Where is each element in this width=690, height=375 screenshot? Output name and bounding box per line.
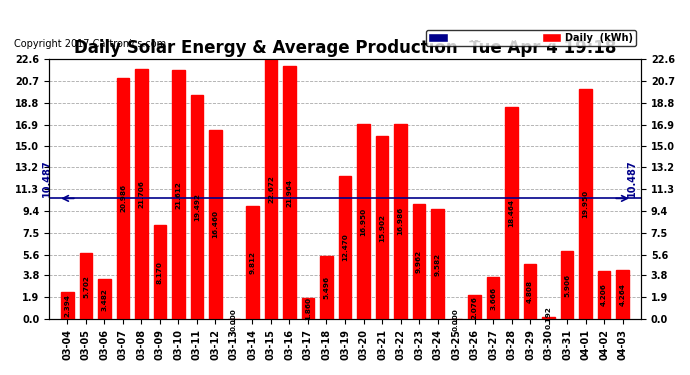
Text: 3.666: 3.666 [490, 286, 496, 310]
Text: 9.582: 9.582 [435, 252, 440, 276]
Bar [375, 136, 388, 319]
Text: 0.192: 0.192 [546, 307, 551, 330]
Bar [283, 66, 296, 319]
Bar [172, 70, 185, 319]
Text: 9.812: 9.812 [250, 251, 255, 274]
Text: 10.487: 10.487 [42, 159, 52, 196]
Text: Copyright 2017 Cartronics.com: Copyright 2017 Cartronics.com [14, 39, 166, 50]
Text: 4.264: 4.264 [620, 283, 626, 306]
Text: 12.470: 12.470 [342, 234, 348, 261]
Bar [190, 95, 204, 319]
Text: 10.487: 10.487 [627, 159, 637, 196]
Legend: Average  (kWh), Daily  (kWh): Average (kWh), Daily (kWh) [426, 30, 636, 46]
Bar [61, 292, 74, 319]
Text: 0.000: 0.000 [231, 308, 237, 330]
Bar [153, 225, 166, 319]
Bar [468, 295, 481, 319]
Title: Daily Solar Energy & Average Production  Tue Apr 4 19:18: Daily Solar Energy & Average Production … [74, 39, 616, 57]
Text: 2.076: 2.076 [471, 296, 477, 319]
Bar [542, 317, 555, 319]
Bar [98, 279, 111, 319]
Text: 16.950: 16.950 [360, 207, 366, 236]
Text: 4.206: 4.206 [601, 284, 607, 306]
Text: 21.612: 21.612 [175, 181, 181, 209]
Text: 21.706: 21.706 [139, 180, 144, 208]
Text: 1.860: 1.860 [305, 297, 311, 320]
Bar [616, 270, 629, 319]
Text: 19.950: 19.950 [582, 190, 589, 218]
Bar [598, 271, 611, 319]
Bar [320, 256, 333, 319]
Bar [264, 58, 277, 319]
Bar [117, 78, 130, 319]
Text: 21.964: 21.964 [286, 179, 293, 207]
Text: 2.394: 2.394 [64, 294, 70, 317]
Bar [579, 90, 592, 319]
Bar [246, 206, 259, 319]
Text: 15.902: 15.902 [379, 214, 385, 242]
Bar [79, 254, 92, 319]
Text: 0.000: 0.000 [453, 308, 459, 330]
Text: 5.906: 5.906 [564, 274, 570, 297]
Bar [357, 124, 370, 319]
Bar [394, 124, 407, 319]
Bar [413, 204, 426, 319]
Text: 8.170: 8.170 [157, 261, 163, 284]
Text: 16.460: 16.460 [213, 210, 219, 238]
Text: 9.962: 9.962 [416, 250, 422, 273]
Text: 18.464: 18.464 [509, 199, 515, 227]
Bar [560, 251, 573, 319]
Text: 5.702: 5.702 [83, 275, 89, 298]
Bar [505, 106, 518, 319]
Bar [209, 130, 222, 319]
Bar [486, 277, 500, 319]
Text: 4.808: 4.808 [527, 280, 533, 303]
Bar [431, 209, 444, 319]
Text: 16.986: 16.986 [397, 207, 404, 236]
Bar [302, 298, 315, 319]
Bar [135, 69, 148, 319]
Text: 20.986: 20.986 [120, 184, 126, 212]
Text: 22.672: 22.672 [268, 175, 274, 202]
Text: 19.492: 19.492 [194, 193, 200, 221]
Bar [339, 176, 351, 319]
Text: 5.496: 5.496 [324, 276, 330, 299]
Bar [524, 264, 537, 319]
Text: 3.482: 3.482 [101, 288, 108, 310]
